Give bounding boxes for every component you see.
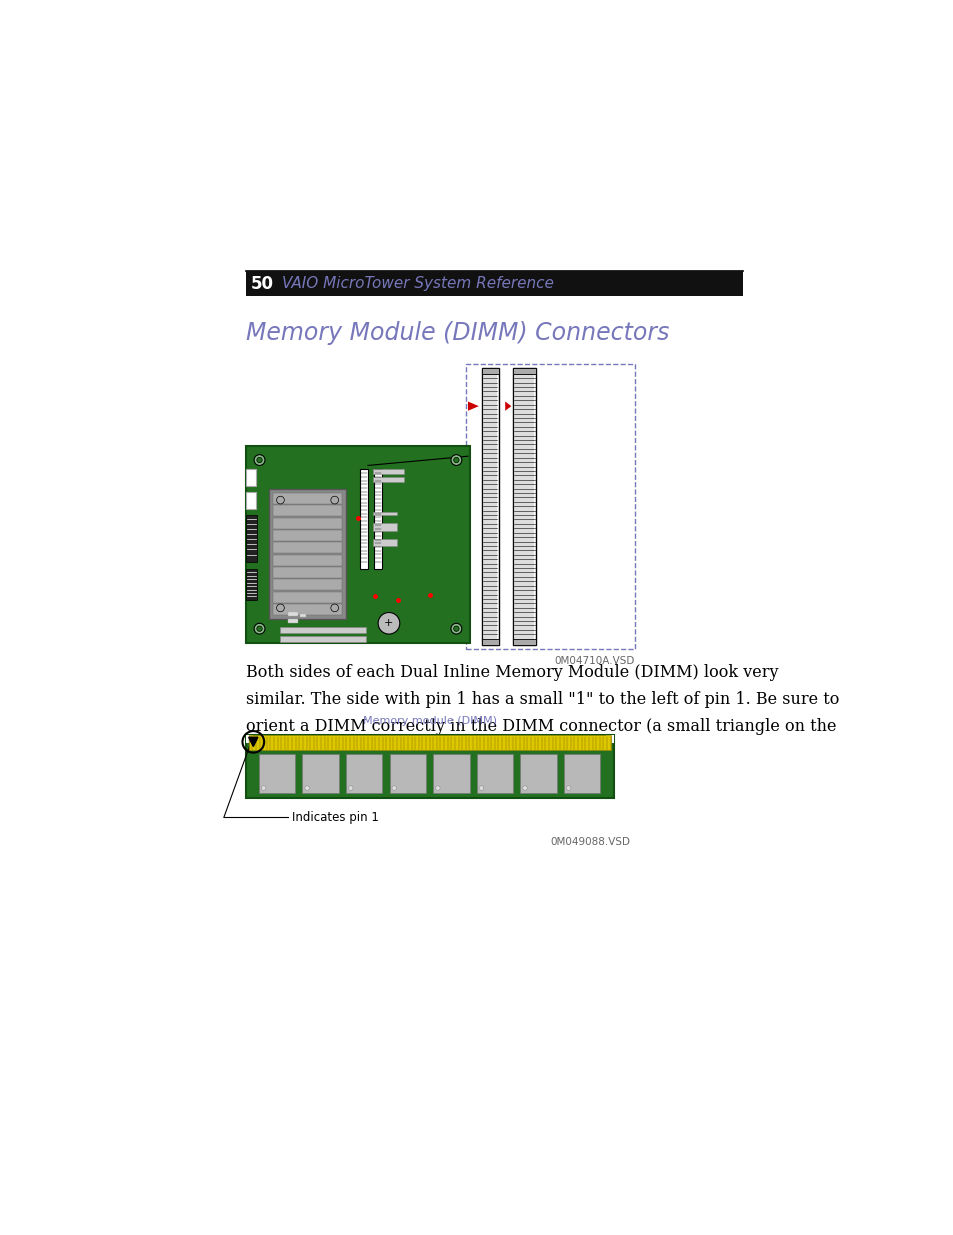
- Polygon shape: [468, 401, 478, 411]
- Bar: [433, 755, 469, 793]
- Bar: [273, 542, 342, 553]
- Bar: [273, 604, 342, 615]
- Polygon shape: [249, 737, 257, 746]
- Circle shape: [305, 785, 309, 790]
- Text: Memory Module (DIMM) Connectors: Memory Module (DIMM) Connectors: [245, 321, 668, 346]
- Text: Indicates pin 1: Indicates pin 1: [292, 811, 378, 824]
- Bar: [513, 368, 536, 645]
- Polygon shape: [505, 401, 511, 411]
- Bar: [476, 755, 513, 793]
- Bar: [374, 469, 381, 569]
- Bar: [273, 505, 342, 516]
- Bar: [269, 489, 346, 620]
- Circle shape: [478, 785, 483, 790]
- Text: Memory module (DIMM): Memory module (DIMM): [362, 716, 497, 726]
- Circle shape: [348, 785, 353, 790]
- Circle shape: [451, 624, 461, 634]
- Circle shape: [331, 496, 338, 504]
- Bar: [513, 638, 536, 645]
- Circle shape: [253, 454, 265, 466]
- Bar: [373, 469, 404, 474]
- Circle shape: [454, 626, 458, 631]
- Bar: [373, 477, 404, 482]
- Bar: [273, 530, 342, 541]
- Bar: [563, 755, 599, 793]
- Bar: [246, 469, 255, 487]
- Bar: [273, 592, 342, 603]
- Circle shape: [454, 457, 458, 463]
- Bar: [288, 611, 297, 615]
- Bar: [515, 372, 534, 641]
- Bar: [389, 755, 426, 793]
- Text: +: +: [384, 619, 394, 629]
- Text: 0M049088.VSD: 0M049088.VSD: [550, 836, 630, 846]
- Text: Bank 0: Bank 0: [527, 488, 537, 524]
- Text: 50: 50: [251, 274, 274, 293]
- Bar: [373, 538, 396, 546]
- Bar: [302, 755, 338, 793]
- Bar: [258, 755, 295, 793]
- Bar: [519, 755, 557, 793]
- Bar: [273, 517, 342, 529]
- Circle shape: [451, 454, 461, 466]
- Bar: [299, 614, 306, 618]
- Bar: [346, 755, 382, 793]
- Circle shape: [436, 785, 439, 790]
- Bar: [360, 469, 368, 569]
- Bar: [605, 735, 613, 742]
- Bar: [245, 272, 742, 296]
- Circle shape: [256, 626, 262, 631]
- Circle shape: [276, 604, 284, 611]
- Circle shape: [253, 624, 265, 634]
- Circle shape: [522, 785, 527, 790]
- Bar: [466, 364, 635, 648]
- Bar: [273, 555, 342, 566]
- Bar: [273, 567, 342, 578]
- Circle shape: [331, 604, 338, 611]
- Bar: [246, 493, 255, 509]
- Circle shape: [276, 496, 284, 504]
- Text: Both sides of each Dual Inline Memory Module (DIMM) look very
similar. The side : Both sides of each Dual Inline Memory Mo…: [245, 664, 838, 761]
- Circle shape: [392, 785, 396, 790]
- Bar: [273, 579, 342, 590]
- Bar: [481, 368, 498, 645]
- Bar: [249, 735, 610, 751]
- Bar: [245, 735, 613, 798]
- Circle shape: [256, 457, 262, 463]
- Bar: [246, 569, 257, 600]
- Bar: [280, 636, 365, 642]
- Bar: [288, 620, 297, 622]
- Bar: [280, 627, 365, 632]
- Bar: [484, 372, 497, 641]
- Bar: [513, 368, 536, 374]
- Circle shape: [566, 785, 570, 790]
- Bar: [481, 368, 498, 374]
- Text: VAIO MicroTower System Reference: VAIO MicroTower System Reference: [282, 277, 554, 291]
- Bar: [245, 446, 470, 642]
- Text: 0M04710A.VSD: 0M04710A.VSD: [554, 656, 634, 667]
- Circle shape: [377, 613, 399, 634]
- Circle shape: [261, 785, 266, 790]
- Bar: [481, 638, 498, 645]
- Bar: [373, 511, 396, 515]
- Bar: [246, 515, 257, 562]
- Bar: [373, 524, 396, 531]
- Bar: [273, 493, 342, 504]
- Bar: [245, 735, 253, 742]
- Text: Bank 1: Bank 1: [485, 488, 495, 525]
